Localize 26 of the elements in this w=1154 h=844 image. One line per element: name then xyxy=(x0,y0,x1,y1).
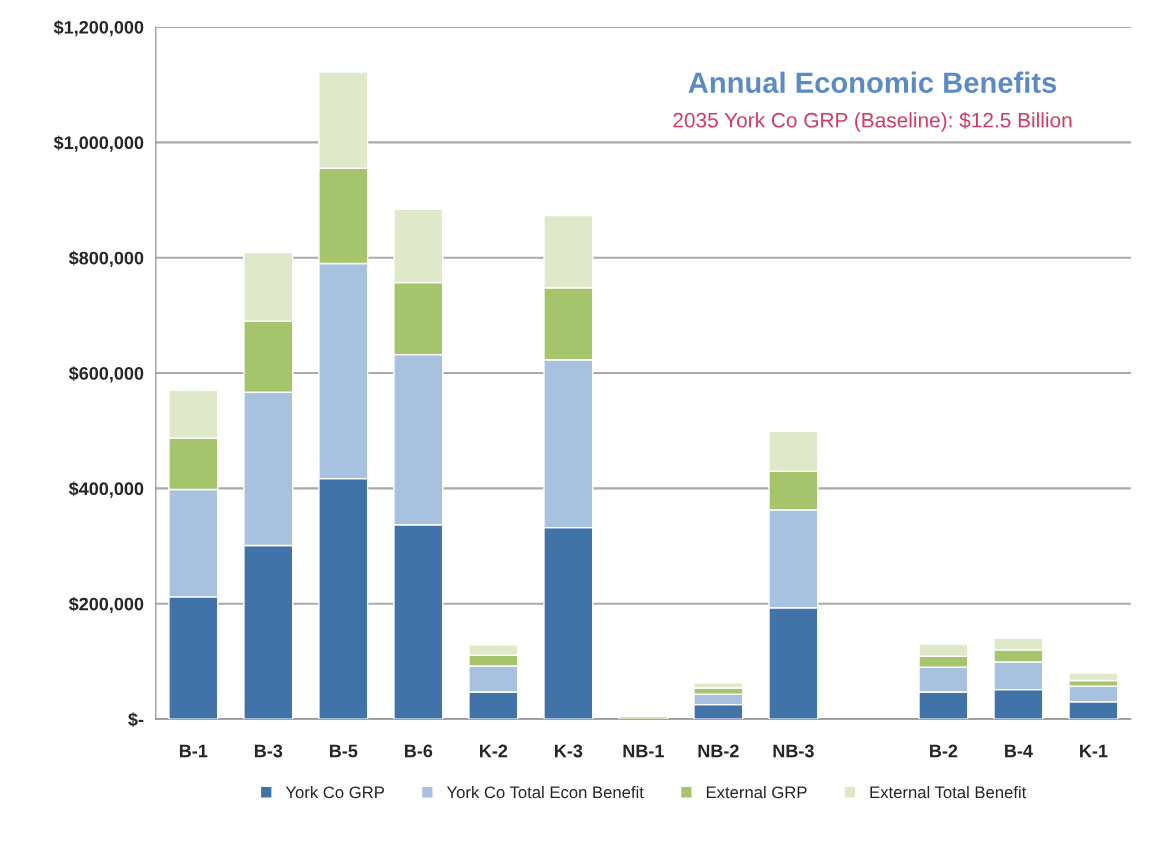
x-tick-label: K-1 xyxy=(1080,744,1108,758)
x-tick-label: B-4 xyxy=(1005,744,1033,758)
x-tick-label: B-6 xyxy=(404,744,433,758)
x-tick-label: NB-2 xyxy=(698,744,739,758)
legend-label: York Co GRP xyxy=(285,785,384,799)
y-tick-label: $- xyxy=(128,712,144,727)
y-tick-label: $400,000 xyxy=(68,481,144,498)
x-tick-label: NB-3 xyxy=(773,744,814,758)
x-tick-label: B-3 xyxy=(254,744,283,758)
y-tick-label: $1,200,000 xyxy=(53,20,144,37)
y-tick-label: $1,000,000 xyxy=(53,135,144,152)
y-tick-label: $600,000 xyxy=(68,366,144,383)
x-tick-label: NB-1 xyxy=(623,744,664,758)
x-tick-label: B-1 xyxy=(179,744,208,758)
y-tick-label: $200,000 xyxy=(68,596,144,614)
legend-label: External GRP xyxy=(706,785,807,799)
bar xyxy=(618,716,669,720)
text: Annual Economic Benefits xyxy=(688,71,1057,94)
legend-label: External Total Benefit xyxy=(870,785,1027,799)
legend-label: York Co Total Econ Benefit xyxy=(446,785,644,799)
text: 2035 York Co GRP (Baseline): $12.5 Billion xyxy=(673,111,1072,132)
x-tick-label: B-5 xyxy=(329,744,358,758)
x-tick-label: K-2 xyxy=(480,744,508,758)
y-tick-label: $800,000 xyxy=(68,250,144,268)
x-tick-label: B-2 xyxy=(930,744,958,758)
x-tick-label: K-3 xyxy=(555,744,583,758)
